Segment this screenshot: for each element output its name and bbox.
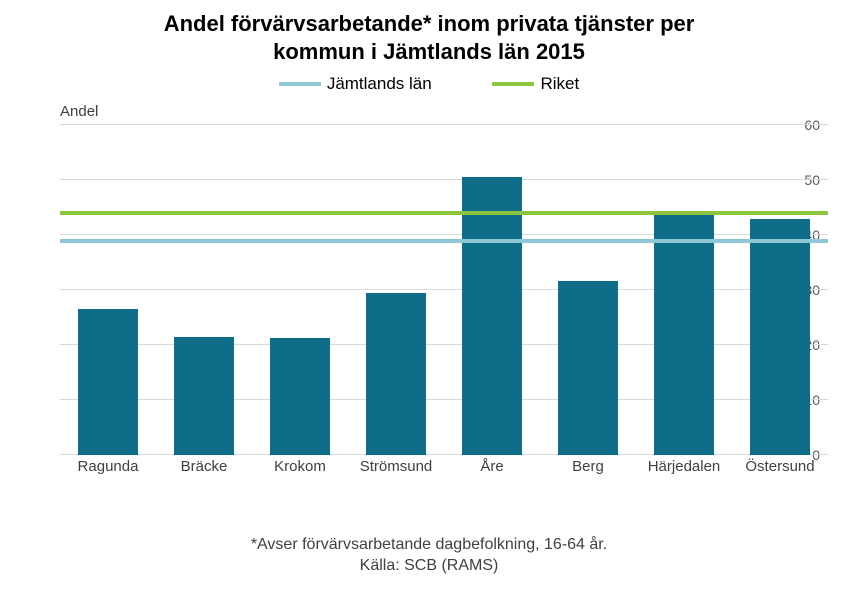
chart-title-line1: Andel förvärvsarbetande* inom privata tj… xyxy=(0,10,858,38)
bar-slot xyxy=(60,125,156,455)
x-tick-label: Krokom xyxy=(252,458,348,475)
bar xyxy=(558,281,618,455)
bar-slot xyxy=(732,125,828,455)
legend-label-jamtland: Jämtlands län xyxy=(327,74,432,94)
bars-container xyxy=(60,125,828,455)
legend: Jämtlands län Riket xyxy=(0,71,858,94)
bar xyxy=(174,337,234,455)
bar xyxy=(366,293,426,455)
bar xyxy=(462,177,522,455)
footnote-line2: Källa: SCB (RAMS) xyxy=(0,555,858,577)
bar-slot xyxy=(540,125,636,455)
bar xyxy=(750,219,810,456)
x-tick-label: Berg xyxy=(540,458,636,475)
bar xyxy=(654,214,714,455)
y-axis-title: Andel xyxy=(60,103,98,120)
x-tick-label: Åre xyxy=(444,458,540,475)
bar-slot xyxy=(348,125,444,455)
footnote: *Avser förvärvsarbetande dagbefolkning, … xyxy=(0,534,858,577)
bar-slot xyxy=(636,125,732,455)
x-tick-label: Östersund xyxy=(732,458,828,475)
legend-label-riket: Riket xyxy=(540,74,579,94)
x-tick-label: Härjedalen xyxy=(636,458,732,475)
bar xyxy=(78,309,138,455)
legend-swatch-jamtland xyxy=(279,82,321,86)
plot-area: Andel 0102030405060 xyxy=(60,125,828,455)
chart-title: Andel förvärvsarbetande* inom privata tj… xyxy=(0,0,858,65)
x-tick-label: Strömsund xyxy=(348,458,444,475)
x-tick-label: Bräcke xyxy=(156,458,252,475)
chart-title-line2: kommun i Jämtlands län 2015 xyxy=(0,38,858,66)
bar-slot xyxy=(444,125,540,455)
x-axis-labels: RagundaBräckeKrokomStrömsundÅreBergHärje… xyxy=(60,458,828,475)
footnote-line1: *Avser förvärvsarbetande dagbefolkning, … xyxy=(0,534,858,556)
legend-item-jamtland: Jämtlands län xyxy=(279,74,432,94)
reference-line xyxy=(60,211,828,215)
legend-item-riket: Riket xyxy=(492,74,579,94)
reference-line xyxy=(60,239,828,243)
bar xyxy=(270,338,330,455)
x-tick-label: Ragunda xyxy=(60,458,156,475)
legend-swatch-riket xyxy=(492,82,534,86)
bar-slot xyxy=(252,125,348,455)
bar-slot xyxy=(156,125,252,455)
